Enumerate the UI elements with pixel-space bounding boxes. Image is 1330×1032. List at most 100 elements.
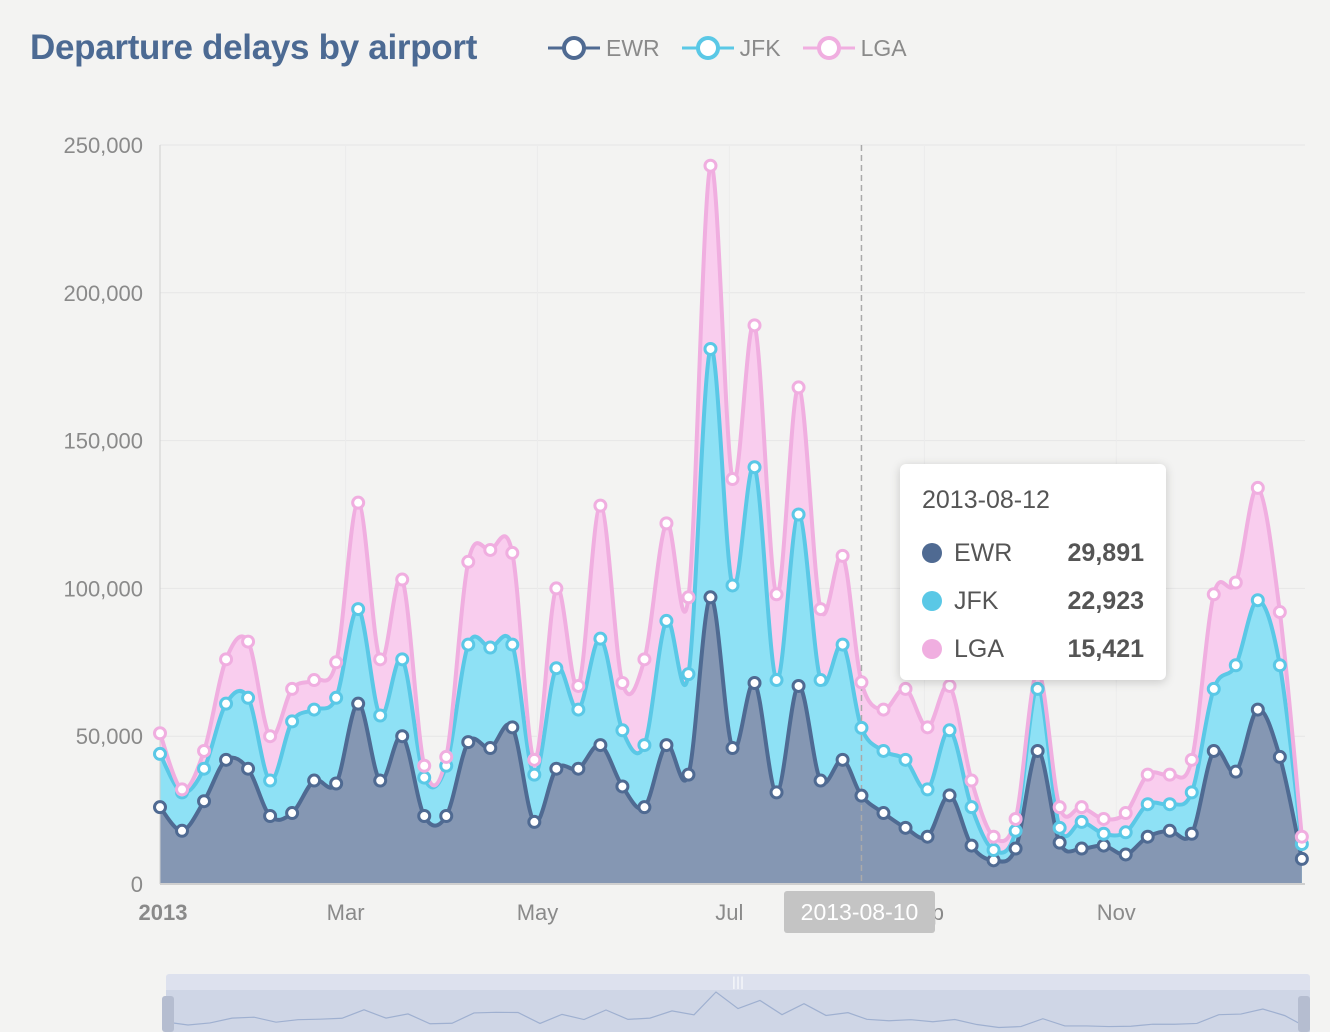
tooltip-row-lga: LGA 15,421 bbox=[922, 625, 1144, 673]
navigator-window bbox=[166, 990, 1310, 1032]
data-point-ewr bbox=[351, 696, 366, 711]
data-point-jfk bbox=[615, 723, 630, 738]
legend-label-jfk: JFK bbox=[739, 34, 781, 61]
data-point-jfk bbox=[1096, 826, 1111, 841]
data-point-jfk bbox=[505, 637, 520, 652]
data-point-lga bbox=[373, 652, 388, 667]
data-point-jfk bbox=[1030, 681, 1045, 696]
data-point-ewr bbox=[1140, 829, 1155, 844]
data-point-lga bbox=[197, 743, 212, 758]
data-point-lga bbox=[813, 602, 828, 617]
navigator-handle-left-icon bbox=[162, 996, 174, 1032]
data-point-jfk bbox=[263, 773, 278, 788]
data-point-lga bbox=[986, 829, 1001, 844]
data-point-jfk bbox=[1074, 814, 1089, 829]
data-point-lga bbox=[615, 675, 630, 690]
tooltip-name-lga: LGA bbox=[954, 634, 1005, 663]
navigator-series-line bbox=[165, 991, 1308, 1029]
crosshair-x-label: 2013-08-10 bbox=[784, 891, 935, 933]
data-point-ewr bbox=[898, 820, 913, 835]
data-point-lga bbox=[175, 782, 190, 797]
data-point-jfk bbox=[571, 702, 586, 717]
legend-marker-jfk-icon bbox=[681, 36, 734, 60]
data-point-jfk bbox=[219, 696, 234, 711]
data-point-jfk bbox=[461, 637, 476, 652]
data-point-ewr bbox=[637, 800, 652, 815]
legend: EWR JFK LGA bbox=[548, 30, 929, 66]
range-navigator[interactable]: ||| bbox=[160, 970, 1312, 1032]
series-line-jfk bbox=[158, 346, 1304, 855]
legend-item-ewr[interactable]: EWR bbox=[548, 33, 660, 63]
data-point-jfk bbox=[153, 746, 167, 761]
data-point-ewr bbox=[395, 729, 410, 744]
tooltip-value-jfk: 22,923 bbox=[1067, 586, 1144, 615]
data-point-jfk bbox=[1228, 658, 1243, 673]
data-point-lga bbox=[747, 318, 762, 333]
area-lga bbox=[160, 164, 1302, 884]
data-point-lga bbox=[1294, 829, 1309, 844]
data-point-ewr bbox=[307, 773, 322, 788]
data-point-lga bbox=[854, 675, 869, 690]
data-point-jfk bbox=[593, 631, 608, 646]
data-point-ewr bbox=[876, 806, 891, 821]
x-tick-label: 2013 bbox=[139, 900, 188, 925]
x-tick-label: Jul bbox=[715, 900, 743, 925]
data-point-ewr bbox=[681, 767, 696, 782]
data-point-jfk bbox=[659, 613, 674, 628]
data-point-lga bbox=[1162, 767, 1177, 782]
data-point-jfk bbox=[483, 640, 498, 655]
data-point-jfk bbox=[942, 723, 957, 738]
data-point-jfk bbox=[307, 702, 322, 717]
legend-label-ewr: EWR bbox=[606, 34, 660, 61]
tooltip-value-lga: 15,421 bbox=[1067, 634, 1144, 663]
data-point-ewr bbox=[263, 809, 278, 824]
data-point-ewr bbox=[1008, 841, 1023, 856]
data-point-lga bbox=[920, 720, 935, 735]
legend-marker-ewr-icon bbox=[548, 36, 600, 60]
data-point-ewr bbox=[1228, 764, 1243, 779]
data-point-ewr bbox=[373, 773, 388, 788]
data-point-lga bbox=[725, 472, 740, 487]
data-point-lga bbox=[964, 773, 979, 788]
data-point-jfk bbox=[351, 602, 366, 617]
y-tick-label: 50,000 bbox=[76, 724, 143, 749]
data-point-ewr bbox=[942, 788, 957, 803]
data-point-ewr bbox=[1030, 743, 1045, 758]
data-point-lga bbox=[329, 655, 344, 670]
data-point-lga bbox=[505, 545, 520, 560]
data-point-lga bbox=[527, 752, 542, 767]
data-point-jfk bbox=[1162, 797, 1177, 812]
data-point-ewr bbox=[813, 773, 828, 788]
data-point-jfk bbox=[747, 460, 762, 475]
data-point-lga bbox=[395, 572, 410, 587]
x-tick-label: Nov bbox=[1097, 900, 1136, 925]
legend-item-lga[interactable]: LGA bbox=[802, 33, 907, 63]
data-point-jfk bbox=[329, 690, 344, 705]
data-point-lga bbox=[153, 726, 167, 741]
data-point-lga bbox=[1074, 800, 1089, 815]
data-point-lga bbox=[219, 652, 234, 667]
tooltip-dot-ewr bbox=[922, 543, 942, 563]
x-tick-label: Mar bbox=[327, 900, 365, 925]
data-point-ewr bbox=[920, 829, 935, 844]
data-point-lga bbox=[483, 542, 498, 557]
data-point-ewr bbox=[1096, 838, 1111, 853]
data-point-lga bbox=[571, 678, 586, 693]
data-point-jfk bbox=[835, 637, 850, 652]
data-point-jfk bbox=[813, 673, 828, 688]
data-point-lga bbox=[417, 758, 432, 773]
data-point-lga bbox=[461, 554, 476, 569]
navigator-grip-icon: ||| bbox=[732, 975, 744, 989]
legend-item-jfk[interactable]: JFK bbox=[681, 33, 781, 63]
y-tick-label: 100,000 bbox=[63, 576, 143, 601]
data-point-ewr bbox=[527, 814, 542, 829]
data-point-jfk bbox=[373, 708, 388, 723]
data-point-ewr bbox=[417, 809, 432, 824]
data-point-lga bbox=[593, 498, 608, 513]
data-point-jfk bbox=[395, 652, 410, 667]
data-point-ewr bbox=[329, 776, 344, 791]
data-point-jfk bbox=[417, 770, 432, 785]
data-point-ewr bbox=[1162, 823, 1177, 838]
data-point-jfk bbox=[1206, 681, 1221, 696]
